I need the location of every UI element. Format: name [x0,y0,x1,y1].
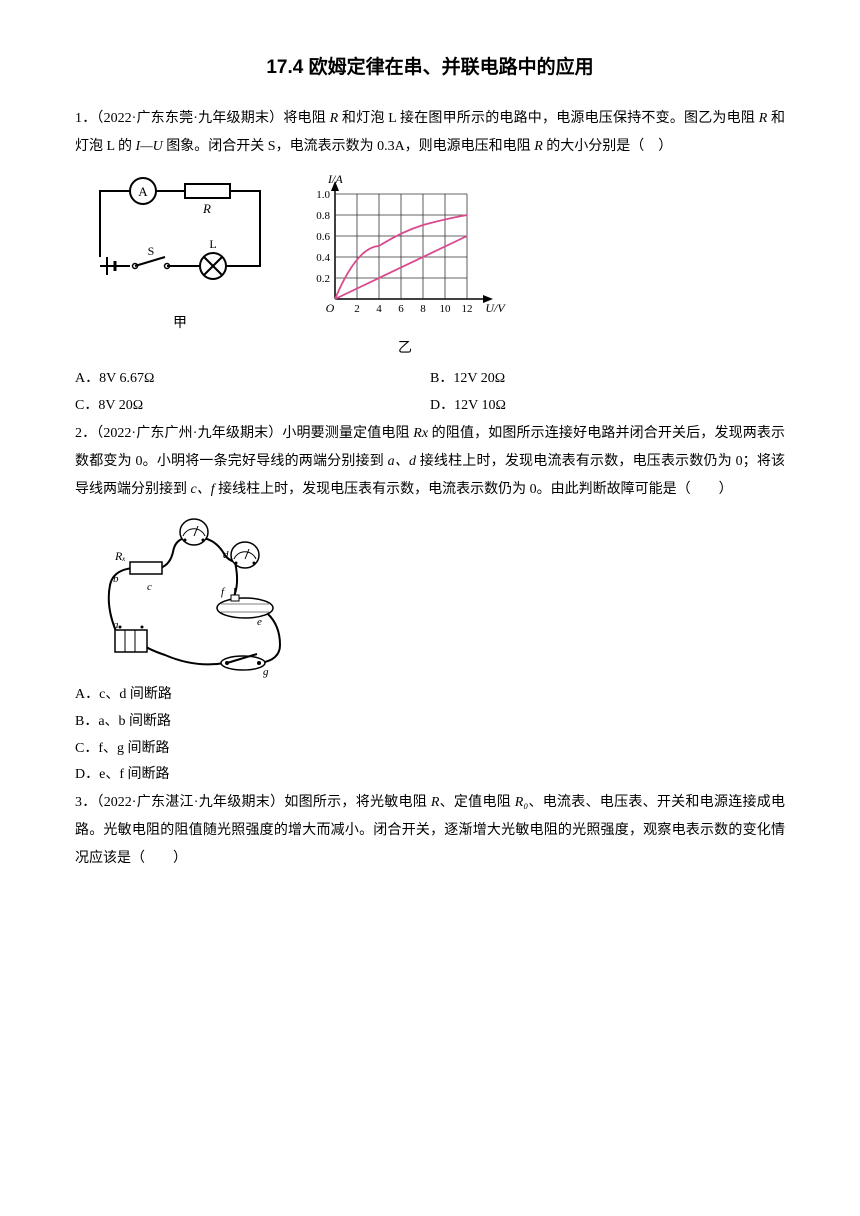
q1-optC: C．8V 20Ω [75,393,430,419]
q3-stem: 3．（2022·广东湛江·九年级期末）如图所示，将光敏电阻 R、定值电阻 R₀、… [75,789,785,873]
svg-text:0.4: 0.4 [316,252,330,264]
q2-optA-row: A．c、d 间断路 [75,682,785,708]
q1-figures: A R S L [85,169,785,362]
svg-text:e: e [257,616,262,628]
q1-graph-wrap: I/A 1.0 0.8 0.6 0.4 0.2 O 2 4 6 8 10 12 … [295,169,515,362]
q2-optD: D．e、f 间断路 [75,762,785,788]
q2-t4: 接线柱上时，发现电压表有示数，电流表示数仍为 0。由此判断故障可能是（ ） [215,482,733,497]
q1-stem: 1．（2022·广东东莞·九年级期末）将电阻 R 和灯泡 L 接在图甲所示的电路… [75,105,785,161]
svg-text:R: R [202,201,211,216]
q1-R-1: R [330,111,339,126]
q3-t2: 、定值电阻 [439,795,514,810]
q2-optB-row: B．a、b 间断路 [75,709,785,735]
q1-IU: I—U [136,139,163,154]
q2-optC-row: C．f、g 间断路 [75,736,785,762]
q1-text-4: 图象。闭合开关 S，电流表示数为 0.3A，则电源电压和电阻 [163,139,534,154]
q2-Rx: Rx [413,426,428,441]
svg-text:O: O [326,301,335,315]
svg-text:0.2: 0.2 [316,273,330,285]
q2-t1: 2．（2022·广东广州·九年级期末）小明要测量定值电阻 [75,426,413,441]
q2-stem: 2．（2022·广东广州·九年级期末）小明要测量定值电阻 Rx 的阻值，如图所示… [75,420,785,504]
q1-options-row2: C．8V 20Ω D．12V 10Ω [75,393,785,419]
q3-t1: 3．（2022·广东湛江·九年级期末）如图所示，将光敏电阻 [75,795,431,810]
q1-text-5: 的大小分别是（ ） [543,139,673,154]
q2-circuit: Rₓ b c d f e a g [85,510,315,680]
svg-text:4: 4 [376,303,382,315]
q2-optD-row: D．e、f 间断路 [75,762,785,788]
svg-text:12: 12 [462,303,473,315]
svg-text:0.8: 0.8 [316,210,330,222]
svg-text:A: A [138,184,148,199]
page-title: 17.4 欧姆定律在串、并联电路中的应用 [75,50,785,85]
svg-text:I/A: I/A [327,172,343,186]
svg-text:U/V: U/V [485,301,506,315]
q1-optB: B．12V 20Ω [430,366,785,392]
svg-text:L: L [209,237,216,251]
q1-R-3: R [534,139,543,154]
q1-circuit: A R S L [85,169,275,309]
q3-R0: R₀ [515,795,528,810]
q1-optD: D．12V 10Ω [430,393,785,419]
svg-text:b: b [113,573,119,585]
q1-caption-yi: 乙 [295,336,515,362]
q1-optA: A．8V 6.67Ω [75,366,430,392]
q1-options-row1: A．8V 6.67Ω B．12V 20Ω [75,366,785,392]
svg-text:10: 10 [440,303,452,315]
q2-optC: C．f、g 间断路 [75,736,785,762]
q1-circuit-wrap: A R S L [85,169,275,337]
q1-text-2: 和灯泡 L 接在图甲所示的电路中，电源电压保持不变。图乙为电阻 [338,111,759,126]
svg-text:g: g [263,666,269,678]
q1-graph: I/A 1.0 0.8 0.6 0.4 0.2 O 2 4 6 8 10 12 … [295,169,515,334]
svg-text:6: 6 [398,303,404,315]
q1-text-1: 1．（2022·广东东莞·九年级期末）将电阻 [75,111,330,126]
q2-optB: B．a、b 间断路 [75,709,785,735]
svg-text:2: 2 [354,303,360,315]
q2-optA: A．c、d 间断路 [75,682,785,708]
q1-caption-jia: 甲 [85,311,275,337]
svg-text:8: 8 [420,303,426,315]
svg-text:0.6: 0.6 [316,231,330,243]
q2-cf: c、f [191,482,215,497]
svg-text:c: c [147,581,152,593]
svg-text:d: d [223,549,229,561]
svg-text:S: S [148,244,155,258]
q2-ad: a、d [388,454,416,469]
svg-text:1.0: 1.0 [316,189,330,201]
svg-text:Rₓ: Rₓ [114,549,126,563]
svg-text:f: f [221,586,226,598]
svg-text:a: a [113,619,119,631]
